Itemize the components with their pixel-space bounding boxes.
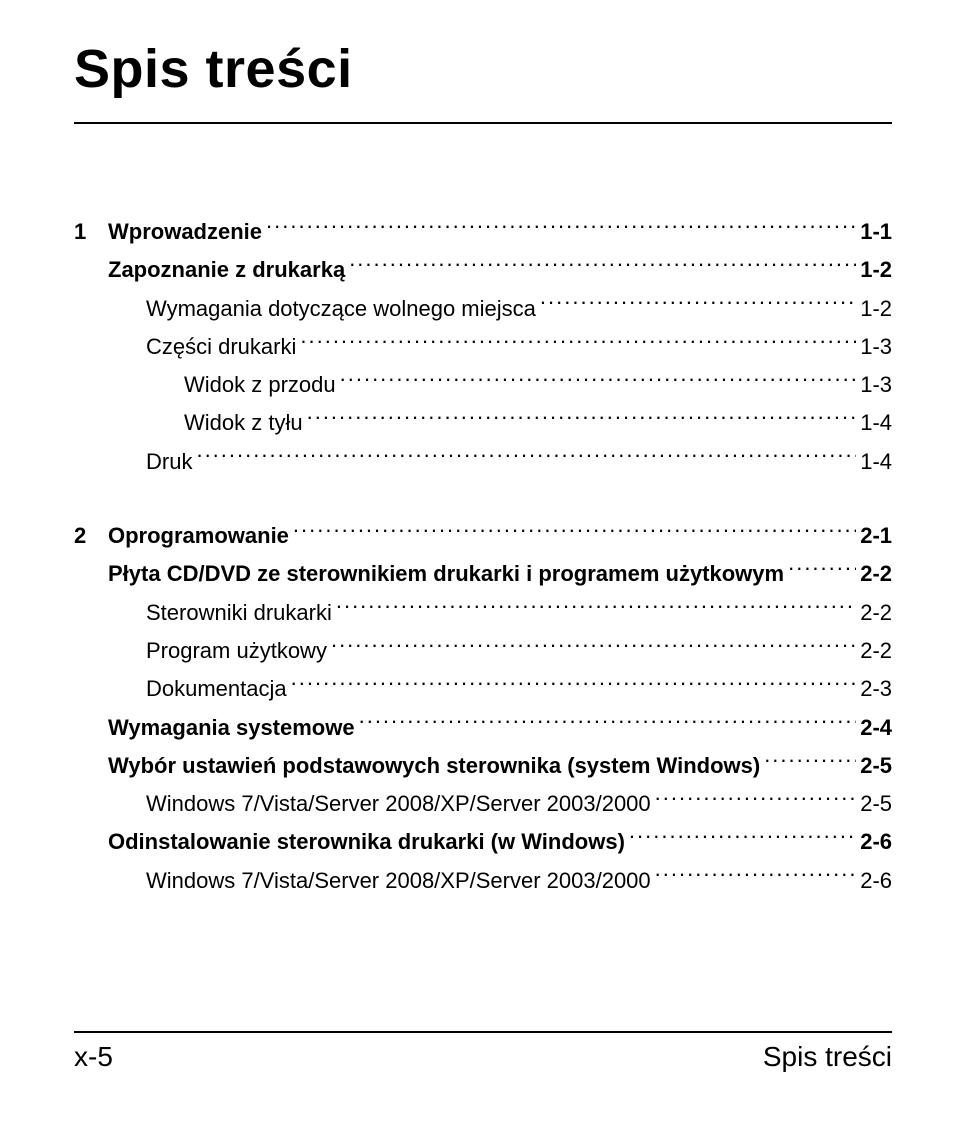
toc-page: 2-5: [860, 786, 892, 822]
toc-label: Części drukarki: [146, 329, 296, 365]
toc-page: 2-4: [860, 710, 892, 746]
toc-entry: Części drukarki 1-3: [74, 329, 892, 365]
chapter-number: 2: [74, 518, 108, 554]
toc-entry: Zapoznanie z drukarką 1-2: [74, 252, 892, 288]
toc-entry: 2Oprogramowanie 2-1: [74, 518, 892, 554]
toc-entry: Odinstalowanie sterownika drukarki (w Wi…: [74, 824, 892, 860]
toc-page: 2-3: [860, 671, 892, 707]
toc-label: Oprogramowanie: [108, 518, 289, 554]
toc-page: 1-2: [860, 291, 892, 327]
toc-entry: Widok z tyłu 1-4: [74, 405, 892, 441]
toc-label: Widok z tyłu: [184, 405, 303, 441]
toc-page: 1-4: [860, 444, 892, 480]
page-title: Spis treści: [74, 38, 892, 100]
toc-page: 2-2: [860, 595, 892, 631]
toc-label: Sterowniki drukarki: [146, 595, 332, 631]
toc-page: 1-3: [860, 367, 892, 403]
toc-label: Wymagania systemowe: [108, 710, 355, 746]
toc-entry: Sterowniki drukarki 2-2: [74, 595, 892, 631]
toc-leader: [629, 827, 856, 849]
toc-page: 1-1: [860, 214, 892, 250]
footer-rule: [74, 1031, 892, 1033]
toc-page: 2-5: [860, 748, 892, 784]
toc-label: Dokumentacja: [146, 671, 287, 707]
toc-page: 2-6: [860, 824, 892, 860]
toc-label: Widok z przodu: [184, 367, 336, 403]
toc-label: Płyta CD/DVD ze sterownikiem drukarki i …: [108, 556, 784, 592]
toc-entry: Wymagania systemowe 2-4: [74, 710, 892, 746]
toc-entry: Dokumentacja 2-3: [74, 671, 892, 707]
toc-label: Zapoznanie z drukarką: [108, 252, 345, 288]
toc-leader: [655, 789, 857, 811]
toc-page: 1-2: [860, 252, 892, 288]
footer-page-number: x-5: [74, 1041, 113, 1073]
toc-entry: Widok z przodu 1-3: [74, 367, 892, 403]
toc-leader: [540, 294, 856, 316]
toc-page: 1-3: [860, 329, 892, 365]
toc-leader: [266, 217, 856, 239]
toc-entry: 1Wprowadzenie 1-1: [74, 214, 892, 250]
toc-label: Wybór ustawień podstawowych sterownika (…: [108, 748, 760, 784]
toc-leader: [300, 332, 856, 354]
toc-page: 2-2: [860, 556, 892, 592]
toc-label: Druk: [146, 444, 192, 480]
toc-leader: [293, 521, 856, 543]
toc-label: Windows 7/Vista/Server 2008/XP/Server 20…: [146, 863, 651, 899]
table-of-contents: 1Wprowadzenie 1-1 Zapoznanie z drukarką 1-2…: [74, 214, 892, 899]
toc-entry: Windows 7/Vista/Server 2008/XP/Server 20…: [74, 786, 892, 822]
toc-entry: Druk 1-4: [74, 444, 892, 480]
toc-entry: Program użytkowy 2-2: [74, 633, 892, 669]
toc-page: 2-2: [860, 633, 892, 669]
toc-leader: [764, 751, 856, 773]
toc-leader: [331, 636, 856, 658]
toc-entry: Wymagania dotyczące wolnego miejsca 1-2: [74, 291, 892, 327]
footer-section-title: Spis treści: [763, 1041, 892, 1073]
toc-page: 1-4: [860, 405, 892, 441]
toc-entry: Windows 7/Vista/Server 2008/XP/Server 20…: [74, 863, 892, 899]
toc-leader: [340, 370, 857, 392]
toc-leader: [291, 674, 857, 696]
toc-leader: [359, 713, 857, 735]
toc-label: Wymagania dotyczące wolnego miejsca: [146, 291, 536, 327]
toc-label: Odinstalowanie sterownika drukarki (w Wi…: [108, 824, 625, 860]
toc-entry: Wybór ustawień podstawowych sterownika (…: [74, 748, 892, 784]
toc-leader: [788, 559, 856, 581]
toc-page: 2-6: [860, 863, 892, 899]
title-rule: [74, 122, 892, 124]
page-footer: x-5 Spis treści: [74, 1031, 892, 1073]
toc-entry: Płyta CD/DVD ze sterownikiem drukarki i …: [74, 556, 892, 592]
toc-leader: [655, 866, 857, 888]
toc-leader: [336, 598, 856, 620]
toc-label: Wprowadzenie: [108, 214, 262, 250]
toc-page: 2-1: [860, 518, 892, 554]
toc-leader: [349, 255, 856, 277]
toc-leader: [307, 408, 857, 430]
toc-label: Windows 7/Vista/Server 2008/XP/Server 20…: [146, 786, 651, 822]
toc-label: Program użytkowy: [146, 633, 327, 669]
chapter-number: 1: [74, 214, 108, 250]
toc-leader: [196, 447, 856, 469]
